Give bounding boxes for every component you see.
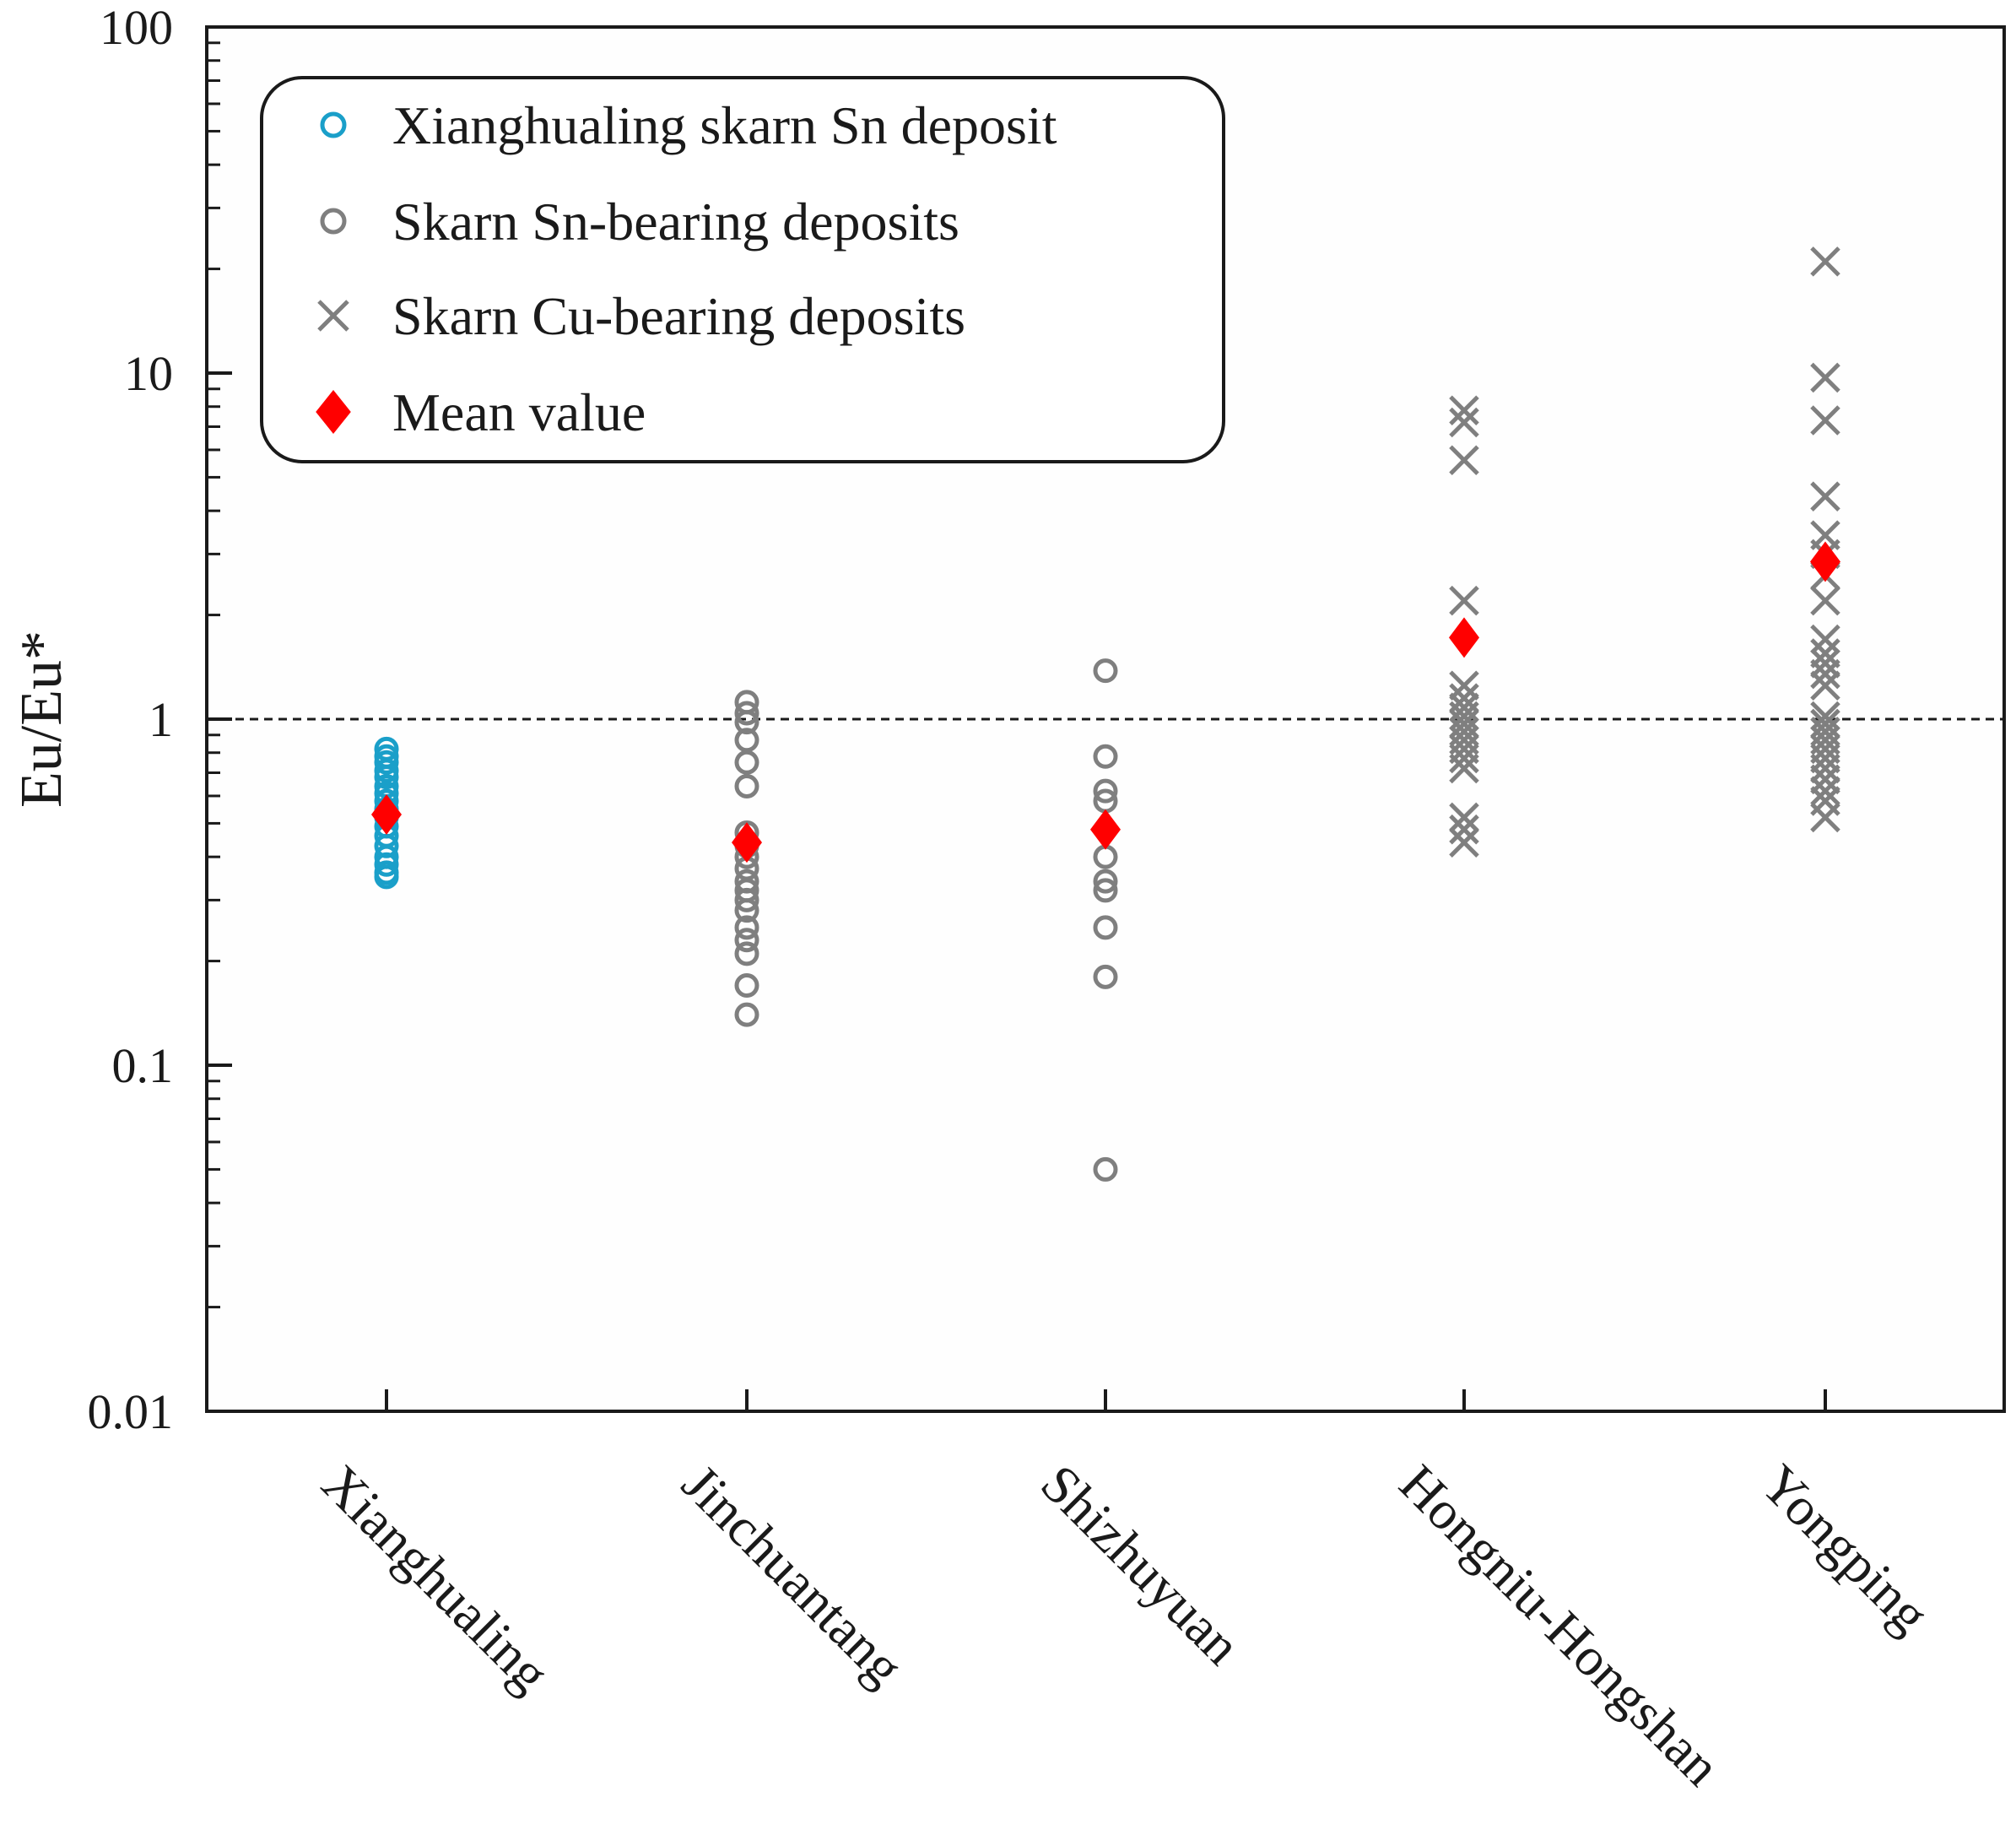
legend-label: Skarn Sn-bearing deposits <box>392 192 959 252</box>
data-point-cross-stroke <box>1449 753 1479 784</box>
legend-marker-cross <box>317 300 349 332</box>
data-point-open-circle <box>1093 778 1118 804</box>
data-point-cross-stroke <box>1449 585 1479 616</box>
data-point-cross-stroke <box>1449 802 1479 833</box>
data-point-cross-stroke <box>1810 585 1840 616</box>
data-point-cross <box>1810 753 1840 784</box>
data-point-open-circle <box>1093 1156 1118 1182</box>
data-point-open-circle <box>374 852 399 877</box>
legend-label: Xianghualing skarn Sn deposit <box>392 95 1057 155</box>
data-point-diamond <box>371 794 402 836</box>
legend: Xianghualing skarn Sn deposit Skarn Sn-be… <box>260 76 1225 463</box>
data-point-cross <box>1810 362 1840 393</box>
data-point-cross-stroke <box>1810 753 1840 784</box>
data-point-open-circle <box>1093 658 1118 684</box>
data-point-cross-stroke <box>1810 658 1840 690</box>
data-point-cross <box>1449 395 1479 426</box>
data-point-cross <box>1810 481 1840 512</box>
data-point-open-circle <box>1093 878 1118 903</box>
legend-marker-cross-stroke <box>317 300 349 332</box>
data-point-cross <box>1810 658 1840 690</box>
legend-marker-open-circle <box>320 111 347 138</box>
data-point-cross-stroke <box>1810 764 1840 795</box>
x-category-label: Xianghualing <box>311 1453 561 1704</box>
plot-frame <box>205 25 2006 1413</box>
data-point-cross <box>1449 827 1479 858</box>
data-point-cross-stroke <box>1449 407 1479 438</box>
data-point-cross-stroke <box>1810 624 1840 655</box>
x-category-label: Yongping <box>1749 1453 1941 1645</box>
data-point-cross-stroke <box>1449 670 1479 701</box>
x-category-label: Hongniu-Hongshan <box>1388 1453 1732 1797</box>
data-point-cross-stroke <box>1810 776 1840 806</box>
legend-marker-open-circle <box>320 208 347 235</box>
data-point-open-circle <box>1093 964 1118 989</box>
data-point-open-circle <box>1093 744 1118 769</box>
data-point-diamond <box>1810 541 1840 582</box>
data-point-cross <box>1810 648 1840 679</box>
y-tick-label: 10 <box>124 346 173 401</box>
data-point-cross-stroke <box>1449 814 1479 845</box>
data-point-open-circle <box>374 864 399 890</box>
data-point-open-circle <box>734 1002 759 1027</box>
y-tick-label: 0.01 <box>88 1384 174 1439</box>
data-point-cross <box>1810 670 1840 701</box>
data-point-open-circle <box>1093 869 1118 894</box>
data-point-open-circle <box>374 765 399 790</box>
data-point-cross <box>1449 407 1479 438</box>
data-point-cross <box>1449 753 1479 784</box>
data-point-diamond <box>1090 809 1121 850</box>
data-point-cross <box>1810 585 1840 616</box>
data-point-cross <box>1810 405 1840 436</box>
data-point-open-circle <box>734 915 759 940</box>
data-point-cross <box>1449 802 1479 833</box>
data-point-open-circle <box>374 750 399 775</box>
data-point-open-circle <box>734 701 759 726</box>
data-point-open-circle <box>734 773 759 798</box>
data-point-diamond <box>1449 617 1479 658</box>
y-tick-label: 1 <box>149 692 173 747</box>
data-point-cross <box>1810 776 1840 806</box>
legend-label: Mean value <box>392 382 646 442</box>
data-point-open-circle <box>734 887 759 912</box>
data-point-cross <box>1810 802 1840 833</box>
data-point-cross-stroke <box>1810 670 1840 701</box>
data-point-cross <box>1810 624 1840 655</box>
data-point-cross-stroke <box>1449 827 1479 858</box>
data-point-cross <box>1449 814 1479 845</box>
data-point-cross <box>1449 585 1479 616</box>
data-point-open-circle <box>734 710 759 735</box>
y-tick-label: 0.1 <box>112 1038 174 1093</box>
legend-label: Skarn Cu-bearing deposits <box>392 286 965 346</box>
data-point-cross-stroke <box>1810 802 1840 833</box>
data-point-open-circle <box>1093 915 1118 940</box>
data-point-open-circle <box>734 928 759 953</box>
legend-marker-diamond <box>316 390 351 434</box>
data-point-cross-stroke <box>1810 362 1840 393</box>
data-point-cross <box>1449 743 1479 774</box>
data-point-cross <box>1810 246 1840 277</box>
data-point-diamond <box>732 822 762 863</box>
data-point-cross-stroke <box>1810 481 1840 512</box>
data-point-cross-stroke <box>1810 405 1840 436</box>
data-point-cross-stroke <box>1449 395 1479 426</box>
data-point-open-circle <box>734 973 759 999</box>
data-point-cross <box>1810 764 1840 795</box>
x-category-label: Shizhuyuan <box>1030 1453 1252 1676</box>
y-tick-label: 100 <box>100 0 173 55</box>
x-category-label: Jinchuantang <box>671 1453 915 1697</box>
data-point-cross <box>1449 670 1479 701</box>
data-marks <box>371 246 1840 1182</box>
data-point-open-circle <box>734 941 759 966</box>
data-point-cross-stroke <box>1810 648 1840 679</box>
data-point-cross-stroke <box>1449 445 1479 476</box>
data-point-cross-stroke <box>1810 246 1840 277</box>
data-point-open-circle <box>734 898 759 923</box>
y-axis-title: Eu/Eu* <box>9 631 74 808</box>
data-point-cross-stroke <box>1449 743 1479 774</box>
data-point-cross <box>1449 445 1479 476</box>
data-point-open-circle <box>734 750 759 775</box>
legend-box <box>260 76 1225 463</box>
